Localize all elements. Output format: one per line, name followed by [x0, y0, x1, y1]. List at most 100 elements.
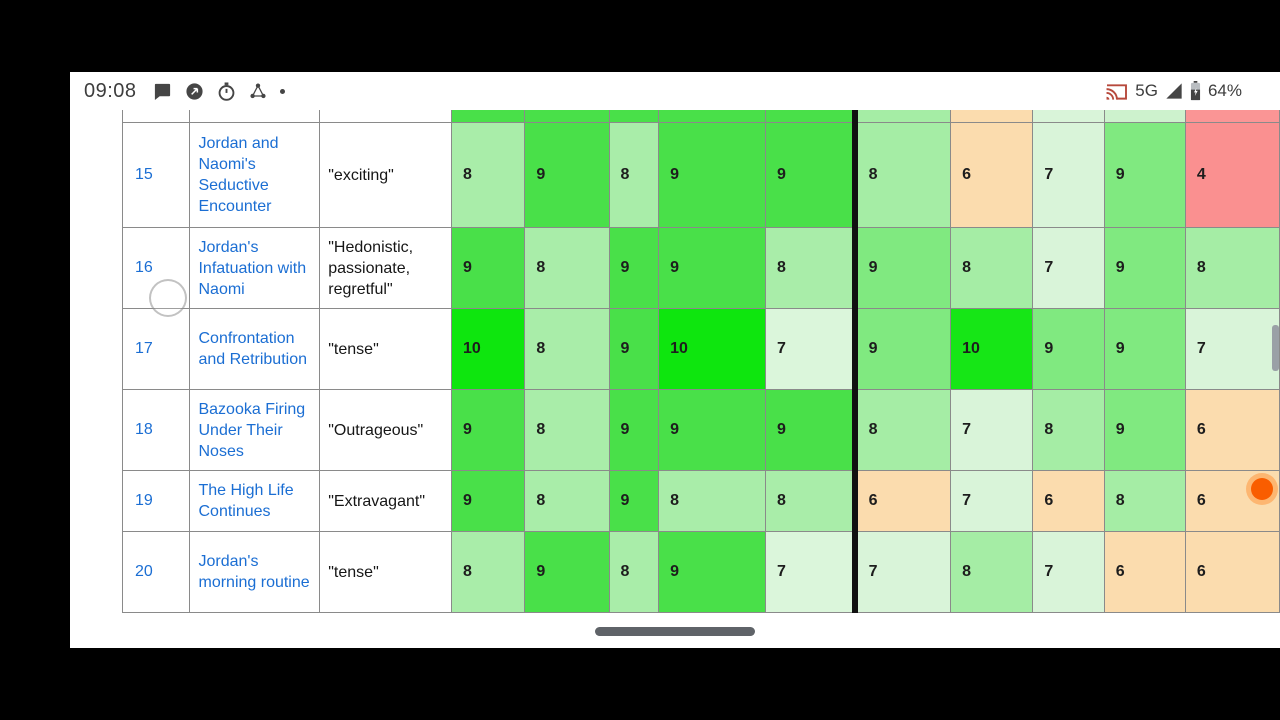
score-cell: 7 — [765, 308, 856, 390]
scene-title-link[interactable]: The High Life Continues — [189, 470, 321, 532]
message-icon — [153, 82, 172, 101]
touch-indicator-ring — [149, 279, 187, 317]
notification-icons — [153, 81, 285, 101]
table-row: 19 The High Life Continues "Extravagant" 9 8… — [121, 470, 1280, 532]
descriptor-cell: "tense" — [319, 308, 452, 390]
score-cell: 9 — [1103, 389, 1186, 471]
score-cell: 9 — [658, 122, 767, 228]
row-number-link[interactable]: 15 — [121, 122, 191, 228]
scene-title-link[interactable]: Confrontation and Retribution — [189, 308, 321, 390]
score-cell: 9 — [765, 389, 856, 471]
score-cell: 7 — [765, 531, 856, 613]
score-cell: 9 — [765, 122, 856, 228]
score-cell — [765, 110, 856, 123]
score-cell: 8 — [851, 122, 952, 228]
score-cell: 8 — [524, 389, 610, 471]
score-cell: 7 — [950, 389, 1034, 471]
battery-percent-label: 64% — [1207, 81, 1242, 100]
score-cell: 9 — [1103, 122, 1186, 228]
score-cell — [524, 110, 610, 123]
score-cell: 6 — [851, 470, 952, 532]
score-cell: 9 — [1103, 227, 1186, 309]
score-cell: 9 — [524, 122, 610, 228]
score-cell — [1103, 110, 1186, 123]
score-cell — [658, 110, 767, 123]
row-number-link[interactable]: 19 — [121, 470, 191, 532]
clock: 09:08 — [84, 79, 137, 102]
cast-icon — [1105, 82, 1128, 101]
cell-quote — [319, 110, 452, 123]
score-cell: 8 — [1032, 389, 1105, 471]
score-cell: 10 — [450, 308, 526, 390]
screenshare-icon — [185, 82, 204, 101]
score-cell: 6 — [1184, 389, 1280, 471]
descriptor-cell: "exciting" — [319, 122, 452, 228]
score-cell: 8 — [658, 470, 767, 532]
browser-viewport: 09:08 5G — [70, 72, 1280, 648]
signal-icon — [1165, 82, 1183, 100]
table-row: 20 Jordan's morning routine "tense" 8 9 8 9 7 7 8… — [121, 531, 1280, 613]
touch-indicator-dot — [1251, 478, 1273, 500]
table-row: 15 Jordan and Naomi's Seductive Encounter… — [121, 122, 1280, 228]
score-cell: 8 — [1103, 470, 1186, 532]
scores-table: 15 Jordan and Naomi's Seductive Encounter… — [121, 110, 1280, 613]
score-cell: 8 — [524, 470, 610, 532]
row-number-link[interactable]: 18 — [121, 389, 191, 471]
score-cell — [1032, 110, 1105, 123]
table-row-partial — [121, 110, 1280, 123]
score-cell: 10 — [658, 308, 767, 390]
row-number-link[interactable]: 20 — [121, 531, 191, 613]
score-cell — [608, 110, 660, 123]
network-type-label: 5G — [1135, 81, 1158, 100]
score-cell: 4 — [1184, 122, 1280, 228]
score-cell: 7 — [1032, 227, 1105, 309]
horizontal-scrollbar-thumb[interactable] — [595, 627, 755, 636]
score-cell: 6 — [1032, 470, 1105, 532]
score-cell: 9 — [658, 531, 767, 613]
descriptor-cell: "tense" — [319, 531, 452, 613]
system-status-icons: 5G 64% — [1105, 81, 1242, 101]
scene-title-link[interactable]: Jordan's Infatuation with Naomi — [189, 227, 321, 309]
score-cell: 7 — [950, 470, 1034, 532]
score-cell: 6 — [1103, 531, 1186, 613]
table-row: 18 Bazooka Firing Under Their Noses "Outra… — [121, 389, 1280, 471]
score-cell: 9 — [851, 227, 952, 309]
score-cell — [851, 110, 952, 123]
score-cell: 9 — [658, 389, 767, 471]
score-cell — [1184, 110, 1280, 123]
row-number-link[interactable]: 17 — [121, 308, 191, 390]
score-cell — [950, 110, 1034, 123]
score-cell: 8 — [450, 122, 526, 228]
score-cell: 9 — [608, 227, 660, 309]
scene-title-link[interactable]: Jordan's morning routine — [189, 531, 321, 613]
score-cell: 6 — [1184, 531, 1280, 613]
descriptor-cell: "Extravagant" — [319, 470, 452, 532]
score-cell: 9 — [658, 227, 767, 309]
score-cell: 8 — [524, 227, 610, 309]
score-cell: 8 — [765, 470, 856, 532]
score-cell: 9 — [450, 470, 526, 532]
cell-rownum — [121, 110, 191, 123]
vertical-scrollbar-thumb[interactable] — [1272, 325, 1279, 371]
descriptor-cell: "Outrageous" — [319, 389, 452, 471]
score-cell: 6 — [950, 122, 1034, 228]
hub-icon — [249, 82, 267, 100]
scene-title-link[interactable]: Bazooka Firing Under Their Noses — [189, 389, 321, 471]
score-cell: 7 — [1184, 308, 1280, 390]
score-cell: 8 — [524, 308, 610, 390]
cell-title — [189, 110, 321, 123]
battery-icon — [1190, 81, 1201, 101]
scene-title-link[interactable]: Jordan and Naomi's Seductive Encounter — [189, 122, 321, 228]
score-cell: 9 — [608, 470, 660, 532]
score-cell: 9 — [608, 308, 660, 390]
score-cell: 8 — [950, 227, 1034, 309]
score-cell: 9 — [608, 389, 660, 471]
score-cell: 10 — [950, 308, 1034, 390]
score-cell: 8 — [450, 531, 526, 613]
overflow-dot-icon — [279, 88, 285, 94]
descriptor-cell: "Hedonistic, passionate, regretful" — [319, 227, 452, 309]
score-cell: 9 — [1103, 308, 1186, 390]
score-cell: 9 — [450, 227, 526, 309]
score-cell: 8 — [608, 122, 660, 228]
